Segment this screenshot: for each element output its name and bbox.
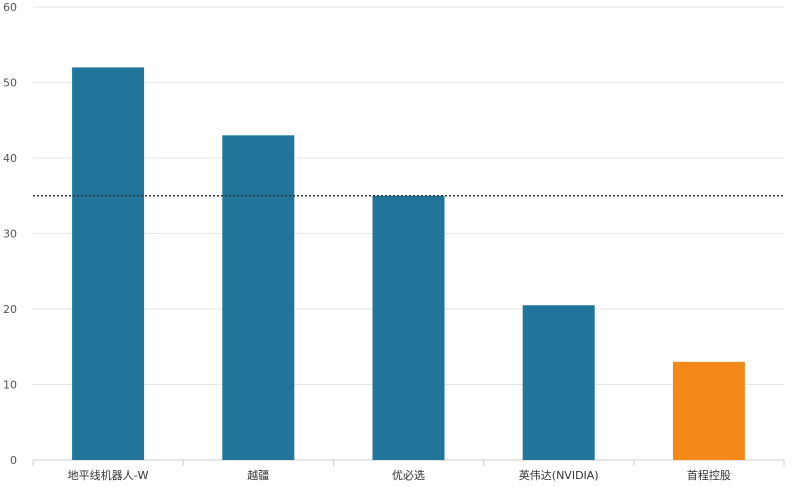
x-category-label-3: 优必选 [392,469,425,482]
y-tick-label-0: 0 [10,454,17,467]
bar-4 [522,305,595,460]
y-tick-label-60: 60 [3,1,17,14]
x-category-label-4: 英伟达(NVIDIA) [519,468,599,482]
bar-2 [222,135,295,460]
y-tick-label-40: 40 [3,152,17,165]
x-category-label-5: 首程控股 [687,468,731,482]
bar-3 [372,195,445,460]
bar-1 [72,67,145,461]
y-tick-label-30: 30 [3,228,17,241]
bar-5 [672,361,745,460]
y-tick-label-50: 50 [3,77,17,90]
y-tick-label-20: 20 [3,303,17,316]
x-category-label-1: 地平线机器人-W [68,468,149,482]
y-tick-label-10: 10 [3,379,17,392]
x-category-label-2: 越疆 [247,468,269,482]
